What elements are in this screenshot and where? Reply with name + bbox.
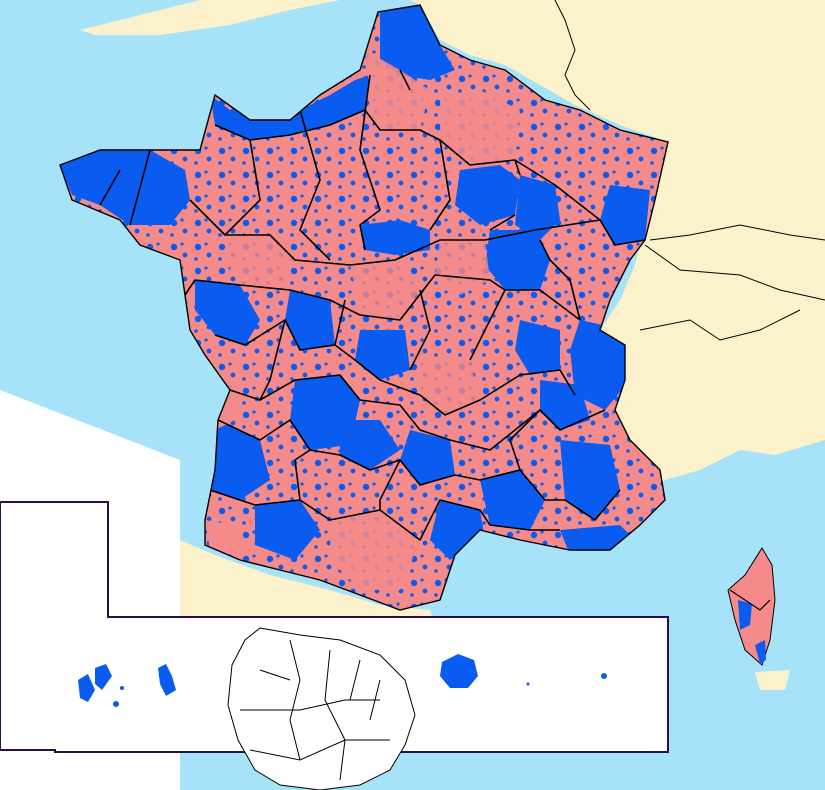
overseas-inset bbox=[0, 501, 669, 790]
neighbor-land-uk bbox=[80, 0, 340, 35]
metropolitan-france bbox=[60, 5, 668, 610]
neighbor-land-spain bbox=[180, 540, 440, 640]
reunion bbox=[440, 654, 478, 688]
metropolitan-france-outline bbox=[59, 4, 669, 611]
martinique bbox=[158, 664, 176, 696]
corsica bbox=[727, 547, 776, 666]
neighbor-land-sardinia bbox=[755, 670, 790, 690]
guadeloupe bbox=[78, 664, 124, 707]
french-guiana bbox=[227, 627, 416, 790]
small-island bbox=[526, 682, 530, 686]
mayotte bbox=[601, 673, 607, 679]
neighbor-land-europe bbox=[410, 0, 825, 500]
neighbor-borders bbox=[554, 0, 825, 341]
